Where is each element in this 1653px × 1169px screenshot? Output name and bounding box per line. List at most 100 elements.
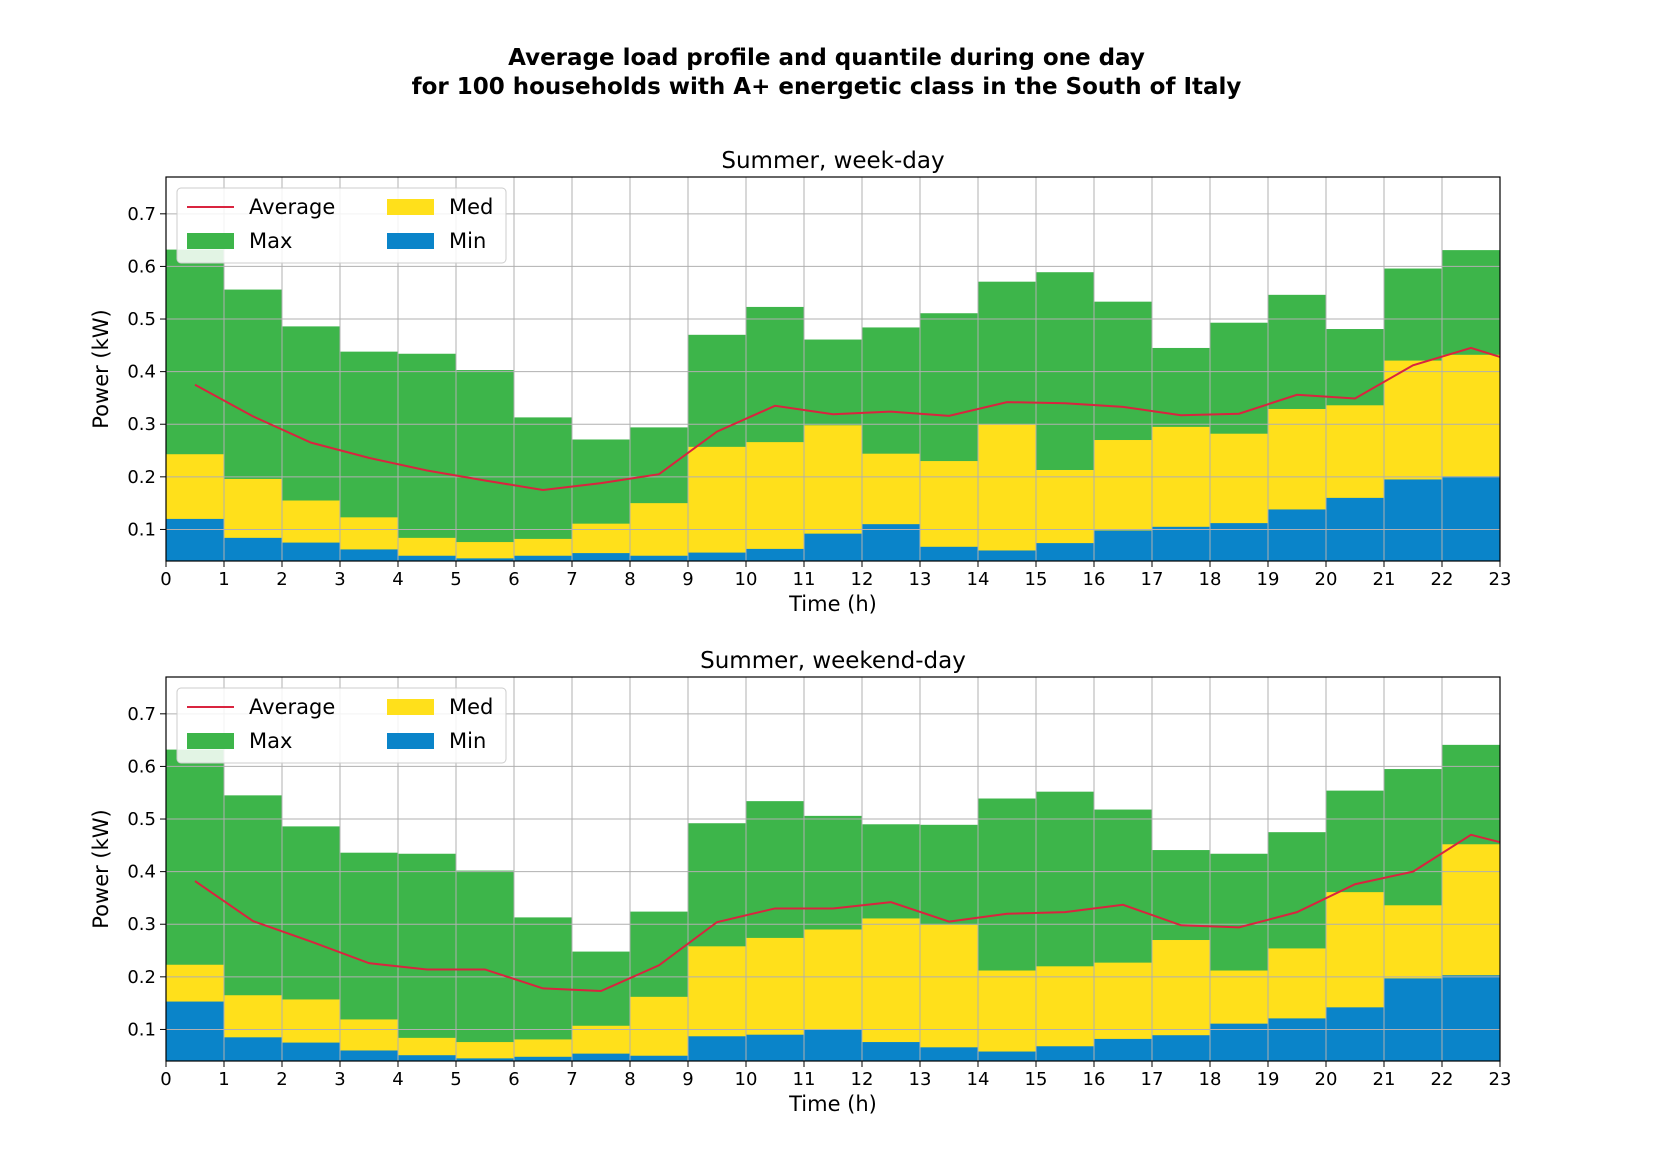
min-bar (1268, 1018, 1326, 1061)
min-bar (688, 1036, 746, 1061)
grid (165, 677, 1501, 1061)
x-tick-label: 1 (218, 1069, 229, 1090)
max-bar (456, 870, 514, 1061)
min-bar (1442, 975, 1500, 1061)
x-tick-label: 20 (1315, 569, 1338, 590)
med-bar (456, 1042, 514, 1061)
x-tick-label: 7 (566, 569, 577, 590)
x-tick-label: 12 (851, 569, 874, 590)
min-bar (1384, 978, 1442, 1061)
x-tick-label: 17 (1141, 1069, 1164, 1090)
x-tick-label: 1 (218, 569, 229, 590)
x-tick-label: 21 (1373, 1069, 1396, 1090)
min-bar (224, 537, 282, 561)
med-bar (630, 503, 688, 561)
med-bar (978, 424, 1036, 561)
y-tick-label: 0.5 (127, 809, 156, 830)
grid (165, 177, 1501, 561)
legend: Average Max Med Min (176, 187, 507, 264)
x-tick-label: 16 (1083, 569, 1106, 590)
x-tick-label: 16 (1083, 1069, 1106, 1090)
y-axis-label: Power (kW) (89, 309, 113, 428)
legend: Average Max Med Min (176, 687, 507, 764)
min-bar (572, 1053, 630, 1061)
min-bar (514, 555, 572, 561)
y-tick-label: 0.7 (127, 204, 156, 225)
x-tick-label: 13 (909, 1069, 932, 1090)
x-tick-label: 11 (793, 569, 816, 590)
min-bar (166, 518, 224, 561)
legend-label: Med (449, 195, 493, 219)
chart-panel-2: 0 1 2 3 4 5 6 7 8 9 10 11 12 13 14 15 16 17 18 19 20 21 22 230.… (89, 648, 1511, 1116)
med-bar (630, 996, 688, 1061)
y-tick-label: 0.3 (127, 414, 156, 435)
legend-patch-swatch (387, 699, 434, 715)
y-tick-label: 0.3 (127, 914, 156, 935)
legend-label: Max (249, 229, 292, 253)
min-bar (920, 546, 978, 561)
x-tick-label: 3 (334, 569, 345, 590)
legend-patch-swatch (187, 233, 234, 249)
legend-patch-swatch (187, 733, 234, 749)
med-bar (862, 918, 920, 1061)
x-tick-label: 5 (450, 569, 461, 590)
x-tick-label: 18 (1199, 569, 1222, 590)
min-bar (804, 533, 862, 561)
min-bar (1094, 1038, 1152, 1061)
panel-title: Summer, week-day (721, 148, 944, 174)
x-tick-label: 21 (1373, 569, 1396, 590)
y-tick-label: 0.2 (127, 967, 156, 988)
legend-label: Average (249, 195, 335, 219)
min-bar (630, 555, 688, 561)
x-tick-label: 14 (967, 1069, 990, 1090)
x-tick-label: 19 (1257, 1069, 1280, 1090)
panel-title: Summer, weekend-day (700, 648, 966, 674)
x-tick-label: 17 (1141, 569, 1164, 590)
min-bar (1210, 523, 1268, 561)
min-bar (862, 524, 920, 561)
min-bar (572, 553, 630, 561)
x-tick-label: 6 (508, 1069, 519, 1090)
min-bar (1094, 530, 1152, 561)
min-bar (746, 1034, 804, 1061)
min-bar (1384, 479, 1442, 561)
y-tick-label: 0.1 (127, 519, 156, 540)
min-bar (630, 1055, 688, 1061)
x-tick-label: 4 (392, 569, 403, 590)
x-tick-label: 6 (508, 569, 519, 590)
x-tick-label: 13 (909, 569, 932, 590)
min-bar (746, 548, 804, 561)
legend-patch-swatch (387, 233, 434, 249)
chart-panel-1: 0 1 2 3 4 5 6 7 8 9 10 11 12 13 14 15 16 17 18 19 20 21 22 230.… (89, 148, 1511, 616)
figure-title: Average load profile and quantile during… (411, 45, 1242, 100)
min-bar (224, 1037, 282, 1061)
min-bar (978, 1051, 1036, 1061)
plot-frame (165, 676, 1501, 1062)
legend-label: Min (449, 729, 486, 753)
med-bar (398, 537, 456, 561)
x-tick-label: 9 (682, 569, 693, 590)
x-tick-label: 23 (1489, 569, 1512, 590)
min-bar (166, 1001, 224, 1061)
x-tick-label: 12 (851, 1069, 874, 1090)
x-tick-label: 4 (392, 1069, 403, 1090)
min-bar (1326, 1007, 1384, 1061)
x-tick-label: 10 (735, 1069, 758, 1090)
x-tick-label: 8 (624, 1069, 635, 1090)
med-bar (920, 924, 978, 1061)
x-tick-label: 18 (1199, 1069, 1222, 1090)
x-tick-label: 10 (735, 569, 758, 590)
legend-label: Average (249, 695, 335, 719)
y-tick-label: 0.4 (127, 362, 156, 383)
min-bar (804, 1029, 862, 1061)
y-axis-label: Power (kW) (89, 809, 113, 928)
min-bar (688, 552, 746, 561)
med-bar (978, 970, 1036, 1061)
y-tick-label: 0.5 (127, 309, 156, 330)
min-bar (282, 1042, 340, 1061)
x-tick-label: 14 (967, 569, 990, 590)
x-tick-label: 15 (1025, 569, 1048, 590)
average-line (194, 346, 1501, 491)
